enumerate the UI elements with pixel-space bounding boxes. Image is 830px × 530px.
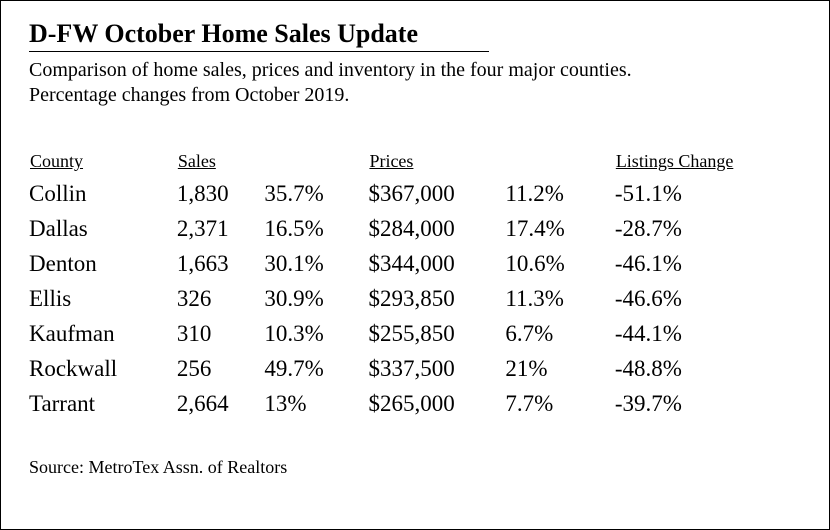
cell-price: $344,000 xyxy=(368,246,505,281)
cell-sales-pct: 13% xyxy=(264,386,368,421)
header-sales: Sales xyxy=(177,150,369,176)
page-frame: D-FW October Home Sales Update Compariso… xyxy=(0,0,830,530)
cell-sales: 2,371 xyxy=(177,211,265,246)
sales-table: County Sales Prices Listings Change Coll… xyxy=(29,150,801,421)
cell-listings: -51.1% xyxy=(615,176,801,211)
header-prices: Prices xyxy=(368,150,614,176)
title-underline xyxy=(29,51,489,52)
cell-price-pct: 10.6% xyxy=(505,246,615,281)
cell-sales: 310 xyxy=(177,316,265,351)
cell-price-pct: 11.2% xyxy=(505,176,615,211)
cell-county: Kaufman xyxy=(29,316,177,351)
cell-listings: -44.1% xyxy=(615,316,801,351)
table-row: Denton 1,663 30.1% $344,000 10.6% -46.1% xyxy=(29,246,801,281)
cell-sales-pct: 30.1% xyxy=(264,246,368,281)
cell-price-pct: 7.7% xyxy=(505,386,615,421)
table-body: Collin 1,830 35.7% $367,000 11.2% -51.1%… xyxy=(29,176,801,421)
cell-price-pct: 6.7% xyxy=(505,316,615,351)
cell-sales: 326 xyxy=(177,281,265,316)
cell-listings: -28.7% xyxy=(615,211,801,246)
table-header-row: County Sales Prices Listings Change xyxy=(29,150,801,176)
cell-sales: 1,663 xyxy=(177,246,265,281)
cell-price-pct: 11.3% xyxy=(505,281,615,316)
cell-sales-pct: 16.5% xyxy=(264,211,368,246)
cell-price-pct: 21% xyxy=(505,351,615,386)
cell-price: $255,850 xyxy=(368,316,505,351)
cell-price: $367,000 xyxy=(368,176,505,211)
table-row: Ellis 326 30.9% $293,850 11.3% -46.6% xyxy=(29,281,801,316)
cell-county: Ellis xyxy=(29,281,177,316)
cell-sales: 1,830 xyxy=(177,176,265,211)
cell-sales: 2,664 xyxy=(177,386,265,421)
cell-price: $293,850 xyxy=(368,281,505,316)
header-county: County xyxy=(29,150,177,176)
subtitle-line-1: Comparison of home sales, prices and inv… xyxy=(29,59,632,81)
table-row: Dallas 2,371 16.5% $284,000 17.4% -28.7% xyxy=(29,211,801,246)
table-row: Kaufman 310 10.3% $255,850 6.7% -44.1% xyxy=(29,316,801,351)
table-row: Rockwall 256 49.7% $337,500 21% -48.8% xyxy=(29,351,801,386)
cell-price-pct: 17.4% xyxy=(505,211,615,246)
cell-price: $265,000 xyxy=(368,386,505,421)
cell-county: Dallas xyxy=(29,211,177,246)
cell-price: $337,500 xyxy=(368,351,505,386)
page-title: D-FW October Home Sales Update xyxy=(29,19,801,49)
cell-sales-pct: 49.7% xyxy=(264,351,368,386)
subtitle-line-2: Percentage changes from October 2019. xyxy=(29,84,349,106)
cell-county: Denton xyxy=(29,246,177,281)
page-subtitle: Comparison of home sales, prices and inv… xyxy=(29,58,801,108)
cell-listings: -46.1% xyxy=(615,246,801,281)
cell-listings: -46.6% xyxy=(615,281,801,316)
table-row: Collin 1,830 35.7% $367,000 11.2% -51.1% xyxy=(29,176,801,211)
cell-county: Rockwall xyxy=(29,351,177,386)
cell-listings: -48.8% xyxy=(615,351,801,386)
cell-county: Tarrant xyxy=(29,386,177,421)
cell-sales-pct: 35.7% xyxy=(264,176,368,211)
cell-price: $284,000 xyxy=(368,211,505,246)
cell-county: Collin xyxy=(29,176,177,211)
source-line: Source: MetroTex Assn. of Realtors xyxy=(29,457,801,478)
cell-sales: 256 xyxy=(177,351,265,386)
table-row: Tarrant 2,664 13% $265,000 7.7% -39.7% xyxy=(29,386,801,421)
header-listings: Listings Change xyxy=(615,150,801,176)
cell-sales-pct: 30.9% xyxy=(264,281,368,316)
cell-sales-pct: 10.3% xyxy=(264,316,368,351)
cell-listings: -39.7% xyxy=(615,386,801,421)
